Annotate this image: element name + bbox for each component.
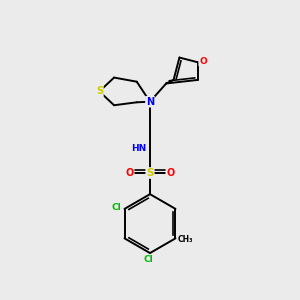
Text: N: N: [146, 97, 154, 107]
Text: Cl: Cl: [111, 203, 121, 212]
Text: O: O: [125, 168, 134, 178]
Text: S: S: [146, 168, 154, 178]
Text: O: O: [167, 168, 175, 178]
Text: Cl: Cl: [144, 255, 153, 264]
Text: CH₃: CH₃: [178, 235, 194, 244]
Text: HN: HN: [131, 144, 146, 153]
Text: O: O: [199, 57, 207, 66]
Text: S: S: [96, 86, 103, 96]
